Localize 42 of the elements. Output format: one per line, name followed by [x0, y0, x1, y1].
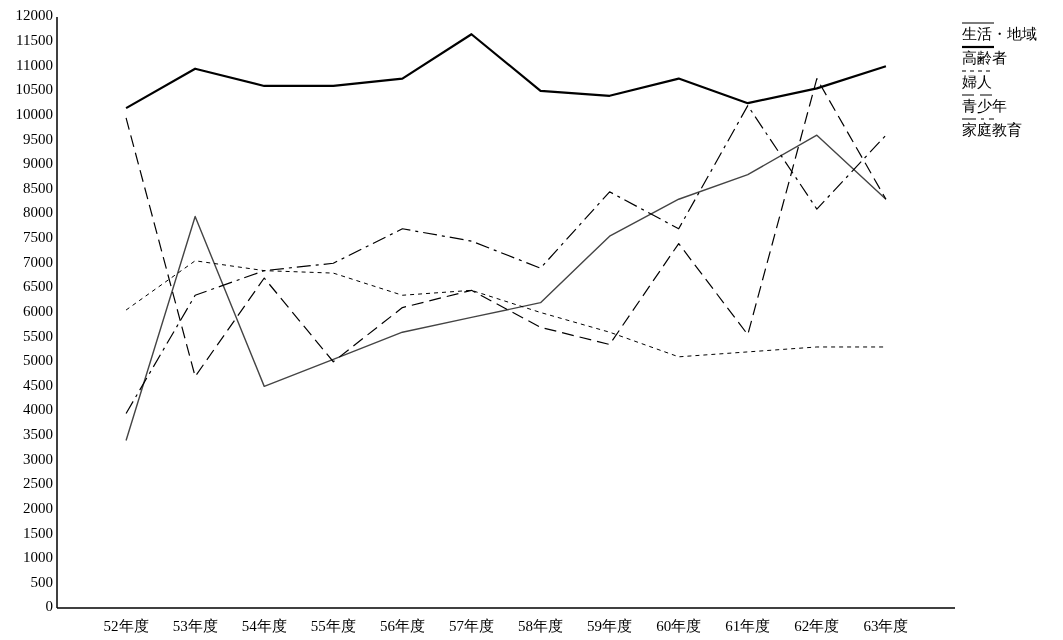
y-tick-label: 11500	[16, 32, 53, 49]
legend-label: 青少年	[962, 98, 1007, 115]
x-tick-label: 60年度	[656, 618, 702, 635]
y-tick-label: 0	[45, 598, 53, 615]
x-tick-label: 53年度	[172, 618, 218, 635]
y-tick-label: 500	[30, 573, 53, 590]
y-tick-label: 8500	[23, 179, 53, 196]
y-tick-label: 3500	[23, 426, 53, 443]
x-tick-label: 62年度	[794, 618, 840, 635]
legend-label: 婦人	[962, 74, 992, 91]
legend-label: 生活・地域	[962, 26, 1037, 43]
y-tick-label: 9500	[23, 130, 53, 147]
y-tick-label: 2000	[23, 499, 53, 516]
y-tick-label: 4500	[23, 376, 53, 393]
x-tick-label: 57年度	[448, 618, 494, 635]
y-tick-label: 1000	[23, 549, 53, 566]
x-tick-label: 59年度	[587, 618, 633, 635]
x-tick-label: 58年度	[518, 618, 564, 635]
y-tick-label: 7500	[23, 229, 53, 246]
y-tick-label: 5000	[23, 352, 53, 369]
y-tick-label: 6500	[23, 278, 53, 295]
y-tick-label: 10500	[15, 81, 53, 98]
y-tick-label: 4000	[23, 401, 53, 418]
y-tick-label: 8000	[23, 204, 53, 221]
y-tick-label: 2500	[23, 475, 53, 492]
y-tick-label: 6000	[23, 302, 53, 319]
y-tick-label: 9000	[23, 155, 53, 172]
x-tick-label: 55年度	[310, 618, 356, 635]
x-tick-label: 63年度	[863, 618, 909, 635]
y-tick-label: 10000	[15, 105, 53, 122]
x-tick-label: 54年度	[241, 618, 287, 635]
y-tick-label: 1500	[23, 524, 53, 541]
y-tick-label: 12000	[15, 7, 53, 24]
y-tick-label: 3000	[23, 450, 53, 467]
x-tick-label: 61年度	[725, 618, 771, 635]
legend-label: 家庭教育	[962, 122, 1022, 139]
x-tick-label: 52年度	[103, 618, 149, 635]
y-tick-label: 7000	[23, 253, 53, 270]
legend-label: 高齢者	[962, 50, 1007, 67]
x-tick-label: 56年度	[379, 618, 425, 635]
y-tick-label: 5500	[23, 327, 53, 344]
y-tick-label: 11000	[16, 56, 53, 73]
